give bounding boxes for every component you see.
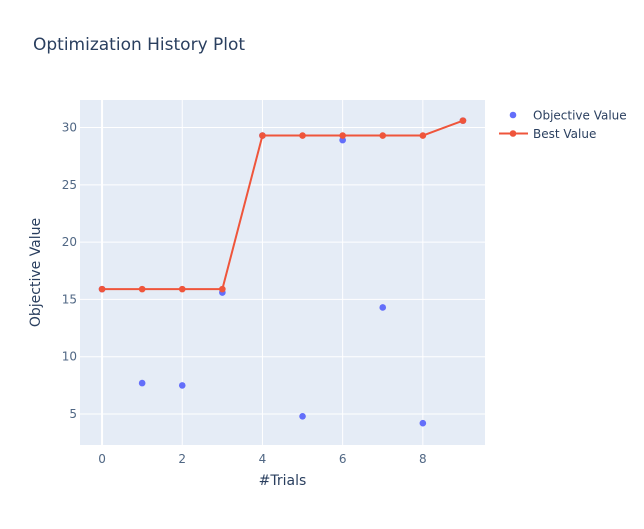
objective-value-point <box>419 419 427 427</box>
best-value-point <box>419 132 427 139</box>
legend-marker-objective-value <box>509 111 517 119</box>
legend[interactable]: Objective Value Best Value <box>499 109 627 142</box>
objective-value-point <box>379 304 387 311</box>
x-tick-labels: 0 2 4 6 8 <box>98 452 426 466</box>
y-tick-label: 20 <box>62 235 77 249</box>
best-value-point <box>98 285 106 293</box>
plot-area <box>80 100 485 445</box>
x-tick-label: 4 <box>259 452 267 466</box>
y-tick-label: 30 <box>62 121 77 135</box>
best-value-point <box>339 132 346 139</box>
best-value-point <box>219 285 226 293</box>
x-axis-label: #Trials <box>259 473 307 489</box>
best-value-point <box>178 285 186 293</box>
legend-label-best-value: Best Value <box>533 127 596 141</box>
y-tick-label: 25 <box>62 178 77 192</box>
objective-value-point <box>138 379 146 387</box>
y-tick-label: 10 <box>62 350 77 364</box>
x-tick-label: 0 <box>98 452 106 466</box>
x-tick-label: 2 <box>178 452 186 466</box>
x-gridlines <box>101 100 424 445</box>
legend-label-objective-value: Objective Value <box>533 109 627 123</box>
legend-marker-best-value <box>509 130 517 137</box>
y-tick-label: 5 <box>69 407 77 421</box>
chart-title: Optimization History Plot <box>33 35 245 55</box>
x-tick-label: 6 <box>339 452 347 466</box>
legend-item-objective-value[interactable]: Objective Value <box>509 109 627 123</box>
y-gridlines <box>80 127 485 415</box>
y-tick-labels: 5 10 15 20 25 30 <box>62 121 77 422</box>
y-axis-label: Objective Value <box>28 218 44 327</box>
best-value-line <box>102 119 464 291</box>
best-value-point <box>138 285 146 293</box>
x-tick-label: 8 <box>419 452 427 466</box>
legend-item-best-value[interactable]: Best Value <box>499 127 596 141</box>
objective-value-point <box>178 382 186 389</box>
best-value-point <box>459 117 467 124</box>
y-tick-label: 15 <box>62 292 77 306</box>
best-value-point <box>299 132 306 139</box>
best-value-point <box>259 132 266 139</box>
objective-value-point <box>299 413 306 420</box>
best-value-point <box>379 132 387 139</box>
objective-value-point <box>339 136 346 144</box>
series-best-value <box>98 117 467 293</box>
